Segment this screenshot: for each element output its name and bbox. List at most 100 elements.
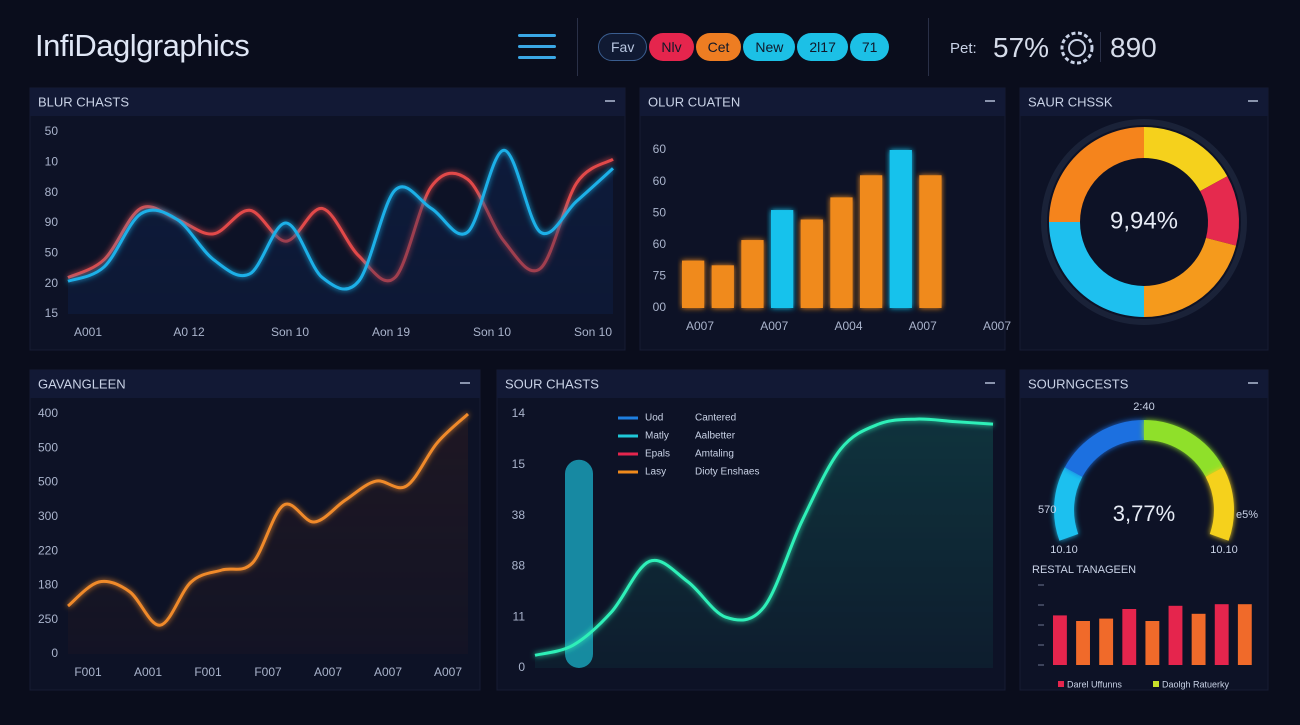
legend-label: Lasy	[645, 467, 666, 478]
legend-label: Daolgh Ratuerky	[1162, 679, 1230, 689]
x-tick-label: Aon 19	[372, 325, 410, 339]
legend-label: Uod	[645, 413, 663, 424]
line	[534, 417, 994, 657]
x-tick-label: F001	[74, 665, 102, 679]
x-tick-label: A0 12	[173, 325, 205, 339]
tab-bar: Fav Nlv Cet New 2l17 71	[598, 33, 891, 61]
y-tick-label: 75	[653, 269, 667, 283]
gear-icon	[1060, 31, 1094, 65]
y-tick-label: 400	[38, 406, 58, 420]
bar	[1191, 613, 1206, 665]
x-tick-label: A007	[760, 319, 788, 333]
bar	[711, 265, 734, 308]
y-tick-label: 14	[512, 406, 526, 420]
gauge-label: 10.10	[1050, 544, 1078, 556]
y-tick-label: 220	[38, 543, 58, 557]
y-tick-label: 500	[38, 440, 58, 454]
panel-header	[1020, 370, 1268, 398]
tab[interactable]: 2l17	[797, 33, 848, 61]
donut-segment	[1144, 237, 1237, 317]
panel-header	[30, 370, 480, 398]
tab[interactable]: New	[743, 33, 796, 61]
y-tick-label: 88	[512, 559, 526, 573]
y-tick-label: 0	[518, 660, 525, 674]
tab[interactable]: Fav	[598, 33, 648, 61]
center-label: 3,77%	[1113, 501, 1175, 526]
panel-title: SAUR CHSSK	[1028, 94, 1113, 109]
panel-title: BLUR CHASTS	[38, 94, 129, 109]
y-tick-label: 15	[45, 306, 59, 320]
y-tick-label: 250	[38, 612, 58, 626]
panel-title: SOUR CHASTS	[505, 376, 599, 391]
y-tick-label: 80	[45, 185, 59, 199]
donut-segment	[1049, 222, 1144, 317]
legend-label: Darel Uffunns	[1067, 679, 1122, 689]
y-tick-label: 60	[653, 237, 667, 251]
panel-title: OLUR CUATEN	[648, 94, 740, 109]
y-tick-label: 10	[45, 155, 59, 169]
legend-note: Cantered	[695, 413, 736, 424]
stat-percent: 57%	[993, 32, 1050, 63]
area	[68, 150, 613, 314]
tab[interactable]: Nlv	[649, 33, 694, 61]
y-tick-label: 20	[45, 276, 59, 290]
bar	[1122, 609, 1137, 665]
divider	[1100, 32, 1101, 62]
x-tick-label: A007	[314, 665, 342, 679]
menu-button[interactable]	[518, 34, 556, 62]
bar	[741, 240, 764, 308]
bar	[919, 175, 942, 308]
y-tick-label: 50	[45, 246, 59, 260]
legend-note: Dioty Enshaes	[695, 467, 759, 478]
y-tick-label: 60	[653, 142, 667, 156]
y-tick-label: 180	[38, 578, 58, 592]
center-label: 9,94%	[1110, 207, 1178, 234]
gauge-label: 570	[1038, 504, 1056, 516]
x-tick-label: F007	[254, 665, 282, 679]
panel-header	[497, 370, 1005, 398]
x-tick-label: Son 10	[473, 325, 511, 339]
stat-count: 890	[1110, 32, 1157, 63]
y-tick-label: 500	[38, 475, 58, 489]
x-tick-label: Son 10	[271, 325, 309, 339]
gauge-segment	[1144, 420, 1224, 477]
sub-title: RESTAL TANAGEEN	[1032, 564, 1136, 576]
x-tick-label: A001	[134, 665, 162, 679]
y-tick-label: 0	[51, 646, 58, 660]
x-tick-label: A004	[834, 319, 862, 333]
bar	[771, 210, 794, 308]
divider	[928, 18, 929, 76]
x-tick-label: A007	[434, 665, 462, 679]
y-tick-label: 50	[653, 205, 667, 219]
legend-label: Epals	[645, 449, 670, 460]
tab[interactable]: Cet	[695, 33, 742, 61]
y-tick-label: 11	[513, 609, 526, 623]
bar	[830, 197, 853, 308]
bar	[800, 219, 823, 308]
donut-segment	[1144, 127, 1228, 192]
bar	[1237, 604, 1252, 665]
legend-swatch	[1058, 681, 1064, 687]
bar	[1145, 621, 1160, 665]
bar	[889, 150, 912, 308]
y-tick-label: 300	[38, 509, 58, 523]
bar	[1053, 615, 1067, 665]
legend-note: Amtaling	[695, 449, 734, 460]
y-tick-label: 60	[653, 174, 667, 188]
y-tick-label: 50	[45, 124, 59, 138]
y-tick-label: 15	[512, 457, 526, 471]
panel-header	[30, 88, 625, 116]
tab[interactable]: 71	[849, 33, 890, 61]
x-tick-label: A001	[74, 325, 102, 339]
gauge-segment	[1064, 420, 1144, 477]
x-tick-label: A007	[686, 319, 714, 333]
x-tick-label: Son 10	[574, 325, 612, 339]
donut-segment	[1200, 176, 1239, 246]
panel	[639, 87, 1006, 351]
panel-header	[640, 88, 1005, 116]
legend-label: Matly	[645, 431, 669, 442]
donut-segment	[1049, 127, 1144, 222]
y-tick-label: 00	[653, 300, 667, 314]
